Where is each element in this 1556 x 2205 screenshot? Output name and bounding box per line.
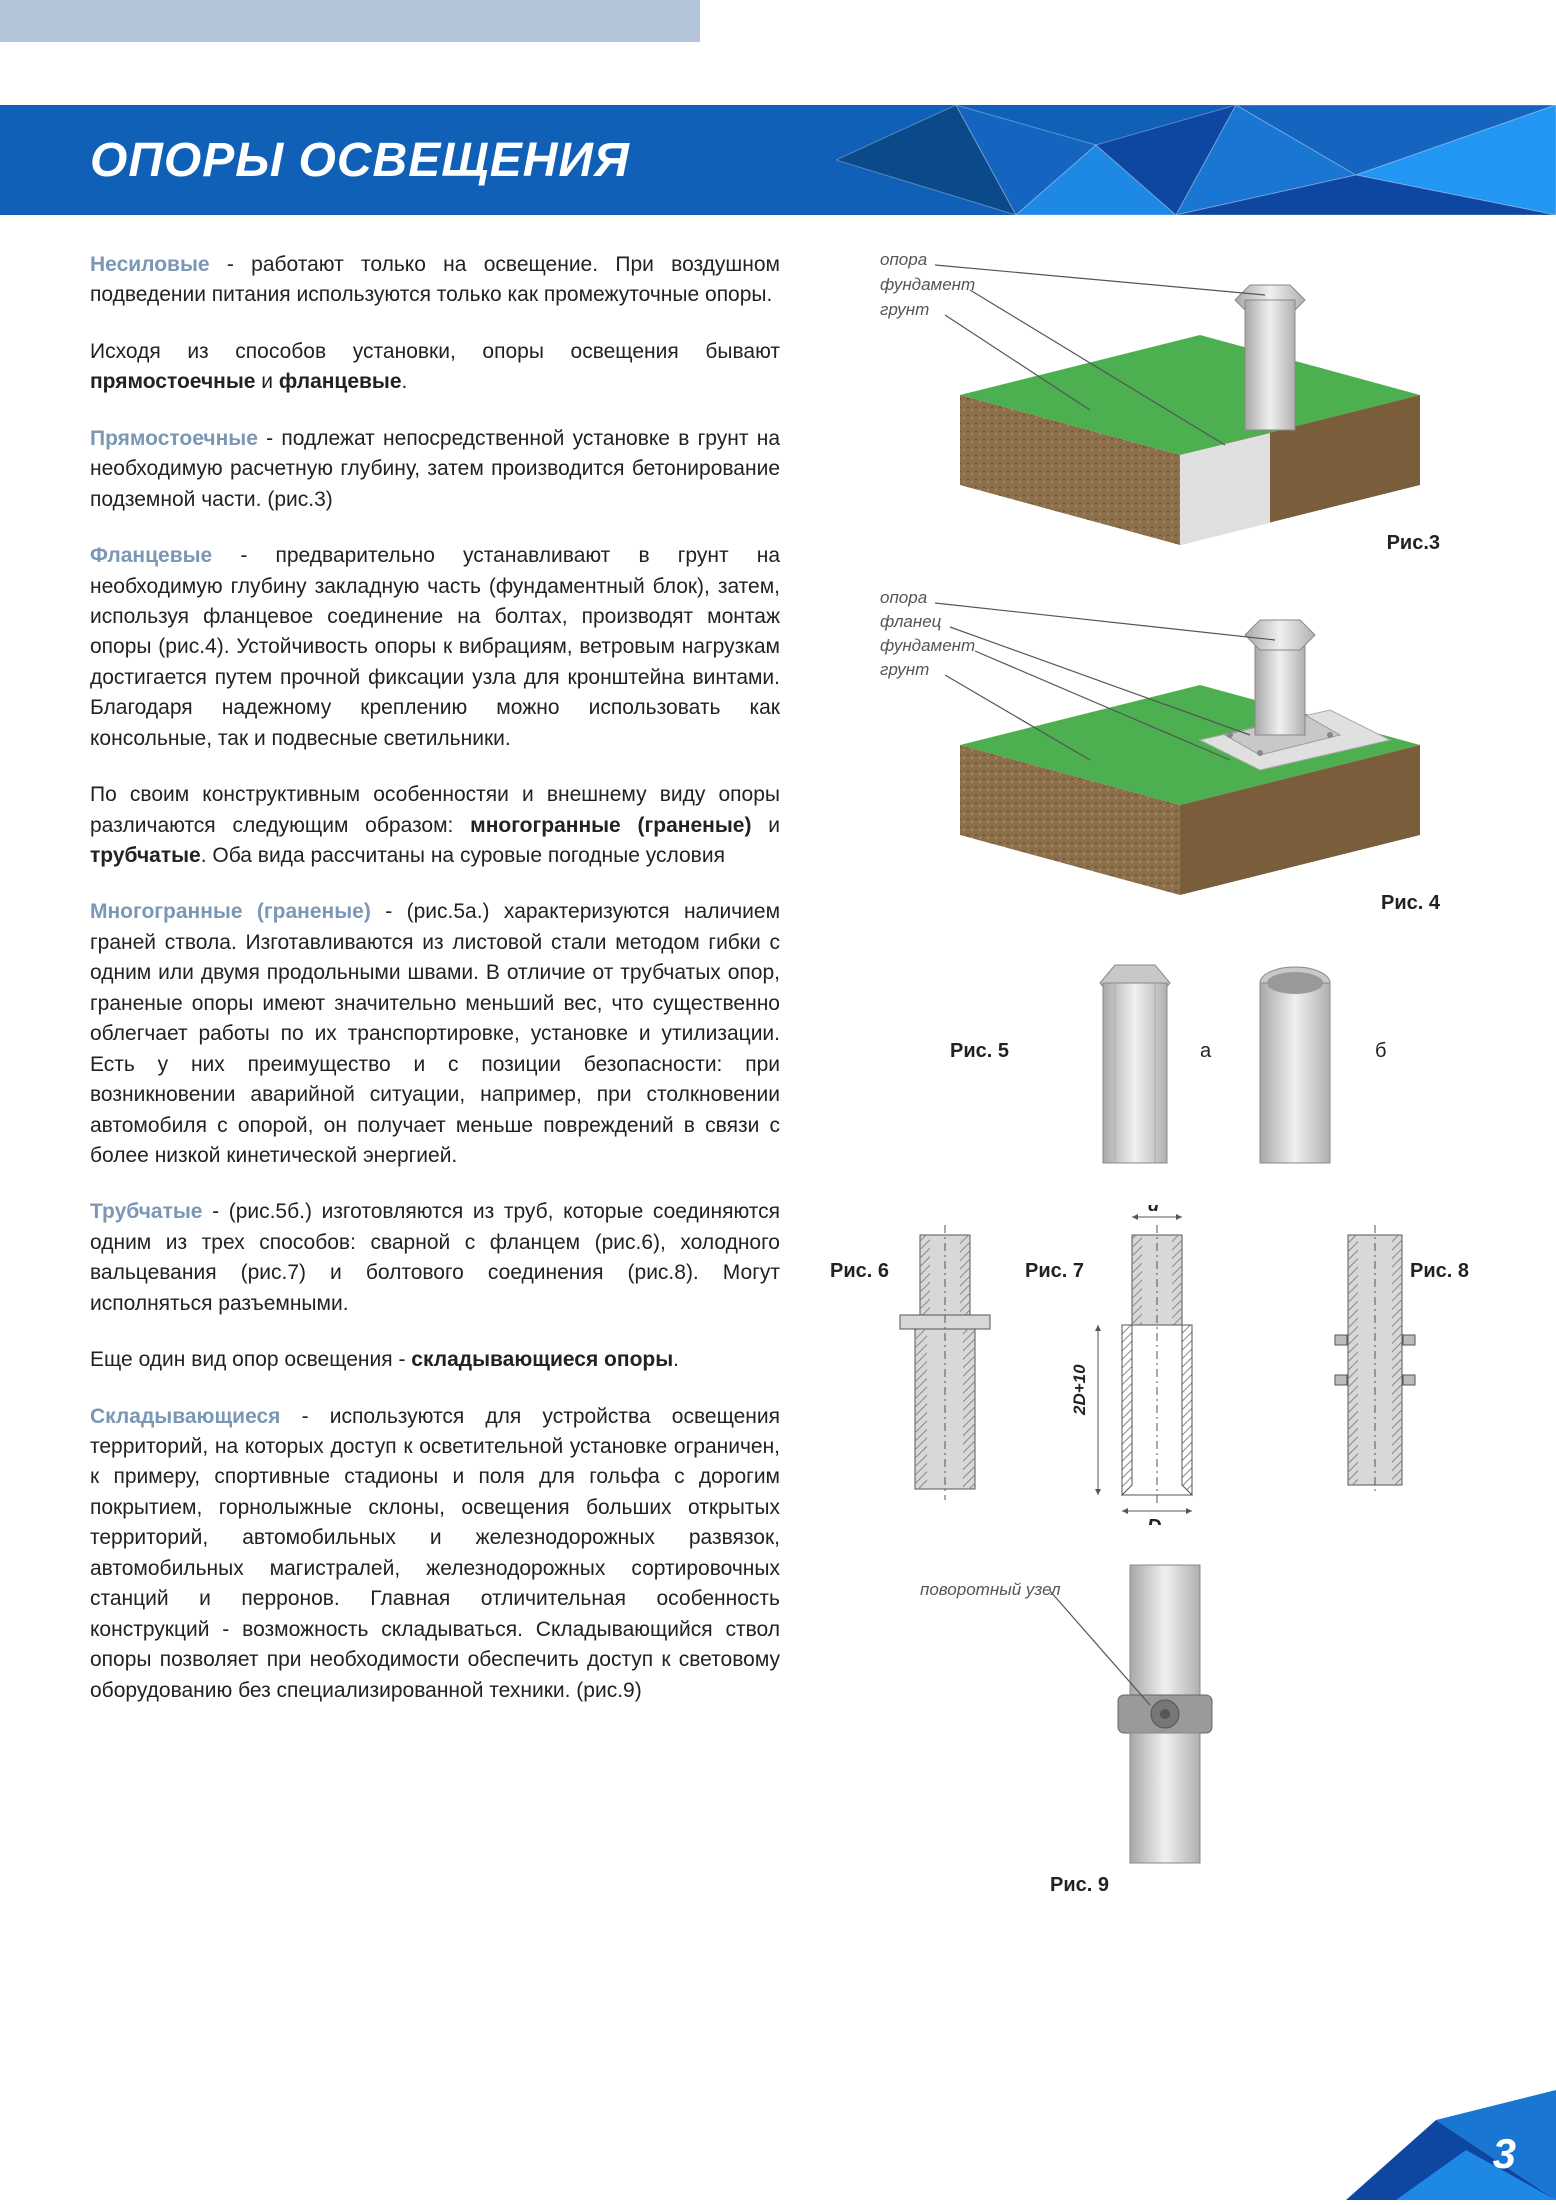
para-fold: Складывающиеся - используются для устрой… xyxy=(90,1402,780,1706)
page-title: ОПОРЫ ОСВЕЩЕНИЯ xyxy=(90,133,630,188)
svg-text:опора: опора xyxy=(880,250,927,269)
figure-5: Рис. 5 а б xyxy=(830,945,1470,1175)
figure-9: поворотный узел Рис. 9 xyxy=(830,1555,1470,1895)
header-geometric-decor xyxy=(836,105,1556,215)
page-footer: 3 xyxy=(1306,2060,1556,2200)
para-flants: Фланцевые - предварительно устанавливают… xyxy=(90,541,780,754)
svg-text:D: D xyxy=(1147,1516,1161,1525)
figures-column: опора фундамент грунт Рис.3 опора фланец xyxy=(830,245,1470,1925)
svg-text:поворотный узел: поворотный узел xyxy=(920,1580,1061,1599)
svg-text:грунт: грунт xyxy=(880,660,929,679)
page-header: ОПОРЫ ОСВЕЩЕНИЯ xyxy=(0,105,1556,215)
para-fold-intro: Еще один вид опор освещения - складывающ… xyxy=(90,1345,780,1375)
para-pryamo: Прямостоечные - подлежат непосредственно… xyxy=(90,424,780,515)
para-trub: Трубчатые - (рис.5б.) изготовляются из т… xyxy=(90,1197,780,1319)
fig5-sub-a: а xyxy=(1200,1040,1211,1063)
svg-text:грунт: грунт xyxy=(880,300,929,319)
text-column: Несиловые - работают только на освещение… xyxy=(90,250,780,1732)
page-number: 3 xyxy=(1493,2130,1516,2178)
fig7-caption: Рис. 7 xyxy=(1025,1260,1084,1283)
figure-3: опора фундамент грунт Рис.3 xyxy=(830,245,1470,555)
svg-text:опора: опора xyxy=(880,588,927,607)
fig8-caption: Рис. 8 xyxy=(1410,1260,1469,1283)
para-nesilovye: Несиловые - работают только на освещение… xyxy=(90,250,780,311)
fig5-caption: Рис. 5 xyxy=(950,1040,1009,1063)
svg-text:d: d xyxy=(1148,1205,1160,1215)
topbar-accent xyxy=(0,0,700,42)
svg-text:фундамент: фундамент xyxy=(880,636,975,655)
svg-text:2D+10: 2D+10 xyxy=(1070,1364,1089,1416)
para-mnogo: Многогранные (граненые) - (рис.5а.) хара… xyxy=(90,897,780,1171)
svg-text:фланец: фланец xyxy=(880,612,942,631)
svg-text:фундамент: фундамент xyxy=(880,275,975,294)
fig3-caption: Рис.3 xyxy=(1387,532,1440,555)
para-types: По своим конструктивным особенностяи и в… xyxy=(90,780,780,871)
fig9-caption: Рис. 9 xyxy=(1050,1874,1109,1897)
fig4-caption: Рис. 4 xyxy=(1381,892,1440,915)
para-install-intro: Исходя из способов установки, опоры осве… xyxy=(90,337,780,398)
figure-4: опора фланец фундамент грунт Рис. 4 xyxy=(830,585,1470,915)
figures-6-7-8: d D 2D+10 Рис. 6 Рис. 7 Рис. 8 xyxy=(830,1205,1470,1525)
fig6-caption: Рис. 6 xyxy=(830,1260,889,1283)
fig5-sub-b: б xyxy=(1375,1040,1386,1063)
